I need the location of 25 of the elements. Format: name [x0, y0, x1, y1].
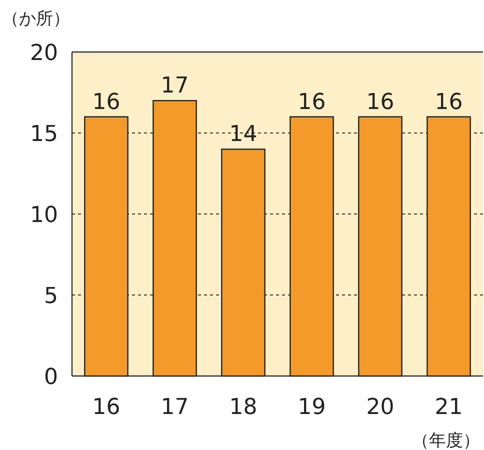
x-tick-label: 20 [366, 395, 394, 420]
data-label: 16 [92, 90, 120, 115]
data-label: 16 [366, 90, 394, 115]
y-tick-label: 0 [44, 365, 58, 390]
y-axis-title: （か所） [2, 9, 70, 29]
x-tick-label: 18 [229, 395, 258, 420]
bar [290, 116, 334, 377]
x-tick-label: 19 [298, 395, 326, 420]
data-label: 16 [298, 90, 326, 115]
data-label: 16 [434, 90, 463, 115]
bar [358, 116, 402, 377]
data-label: 17 [160, 74, 189, 99]
y-tick-label: 20 [30, 41, 58, 66]
data-label: 14 [229, 122, 258, 148]
bar [221, 148, 266, 377]
x-tick-label: 21 [434, 395, 463, 420]
bar [84, 116, 128, 377]
x-tick-label: 16 [92, 395, 120, 420]
y-tick-label: 10 [30, 203, 58, 228]
bar [426, 116, 471, 377]
y-tick-label: 15 [30, 122, 58, 147]
bar [152, 100, 197, 377]
x-axis-title: （年度） [412, 431, 480, 450]
y-tick-label: 5 [44, 284, 58, 309]
x-tick-label: 17 [160, 395, 189, 420]
